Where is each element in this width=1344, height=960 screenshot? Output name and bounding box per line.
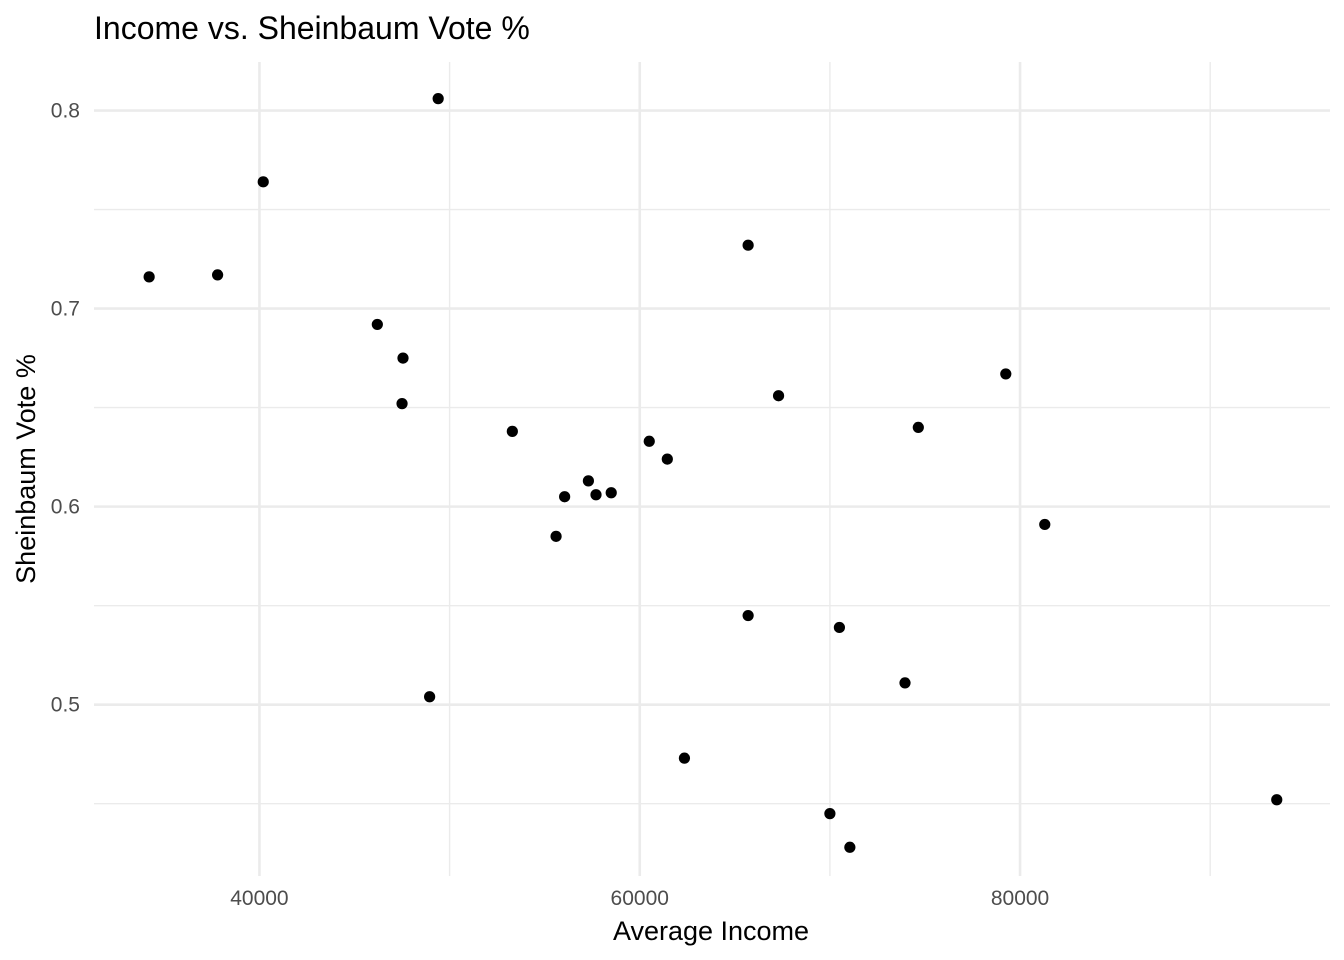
x-tick-label: 60000 — [611, 887, 669, 910]
data-point — [559, 491, 571, 503]
data-point — [742, 239, 754, 251]
data-point — [397, 352, 409, 364]
grid-layer — [94, 62, 1330, 876]
data-point — [590, 489, 602, 501]
data-point — [257, 176, 269, 188]
data-point — [1000, 368, 1012, 380]
data-point — [833, 621, 846, 634]
data-point — [678, 752, 691, 764]
tick-labels: 40000 60000 80000 0.5 0.6 0.7 0.8 — [51, 100, 1049, 910]
data-point — [605, 487, 617, 499]
data-point — [582, 475, 595, 487]
x-tick-label: 80000 — [991, 887, 1049, 910]
data-points — [143, 93, 1283, 853]
y-axis-title: Sheinbaum Vote % — [11, 354, 41, 584]
y-tick-label: 0.5 — [51, 694, 80, 717]
data-point — [432, 93, 444, 105]
data-point — [424, 691, 436, 703]
data-point — [1039, 518, 1051, 531]
y-tick-label: 0.7 — [51, 298, 80, 321]
y-tick-label: 0.6 — [51, 496, 80, 519]
data-point — [742, 609, 754, 622]
data-point — [772, 390, 785, 402]
data-point — [643, 435, 655, 447]
data-point — [212, 269, 224, 281]
y-tick-label: 0.8 — [51, 100, 80, 123]
data-point — [1271, 794, 1283, 806]
data-point — [661, 453, 673, 465]
data-point — [143, 271, 155, 283]
x-tick-label: 40000 — [230, 887, 288, 910]
x-axis-title: Average Income — [613, 916, 809, 946]
data-point — [844, 841, 856, 853]
data-point — [371, 318, 383, 331]
data-point — [506, 425, 518, 437]
data-point — [396, 398, 408, 410]
data-point — [824, 808, 836, 820]
data-point — [550, 530, 562, 542]
data-point — [899, 677, 911, 689]
data-point — [912, 421, 924, 434]
chart-title: Income vs. Sheinbaum Vote % — [94, 10, 530, 46]
